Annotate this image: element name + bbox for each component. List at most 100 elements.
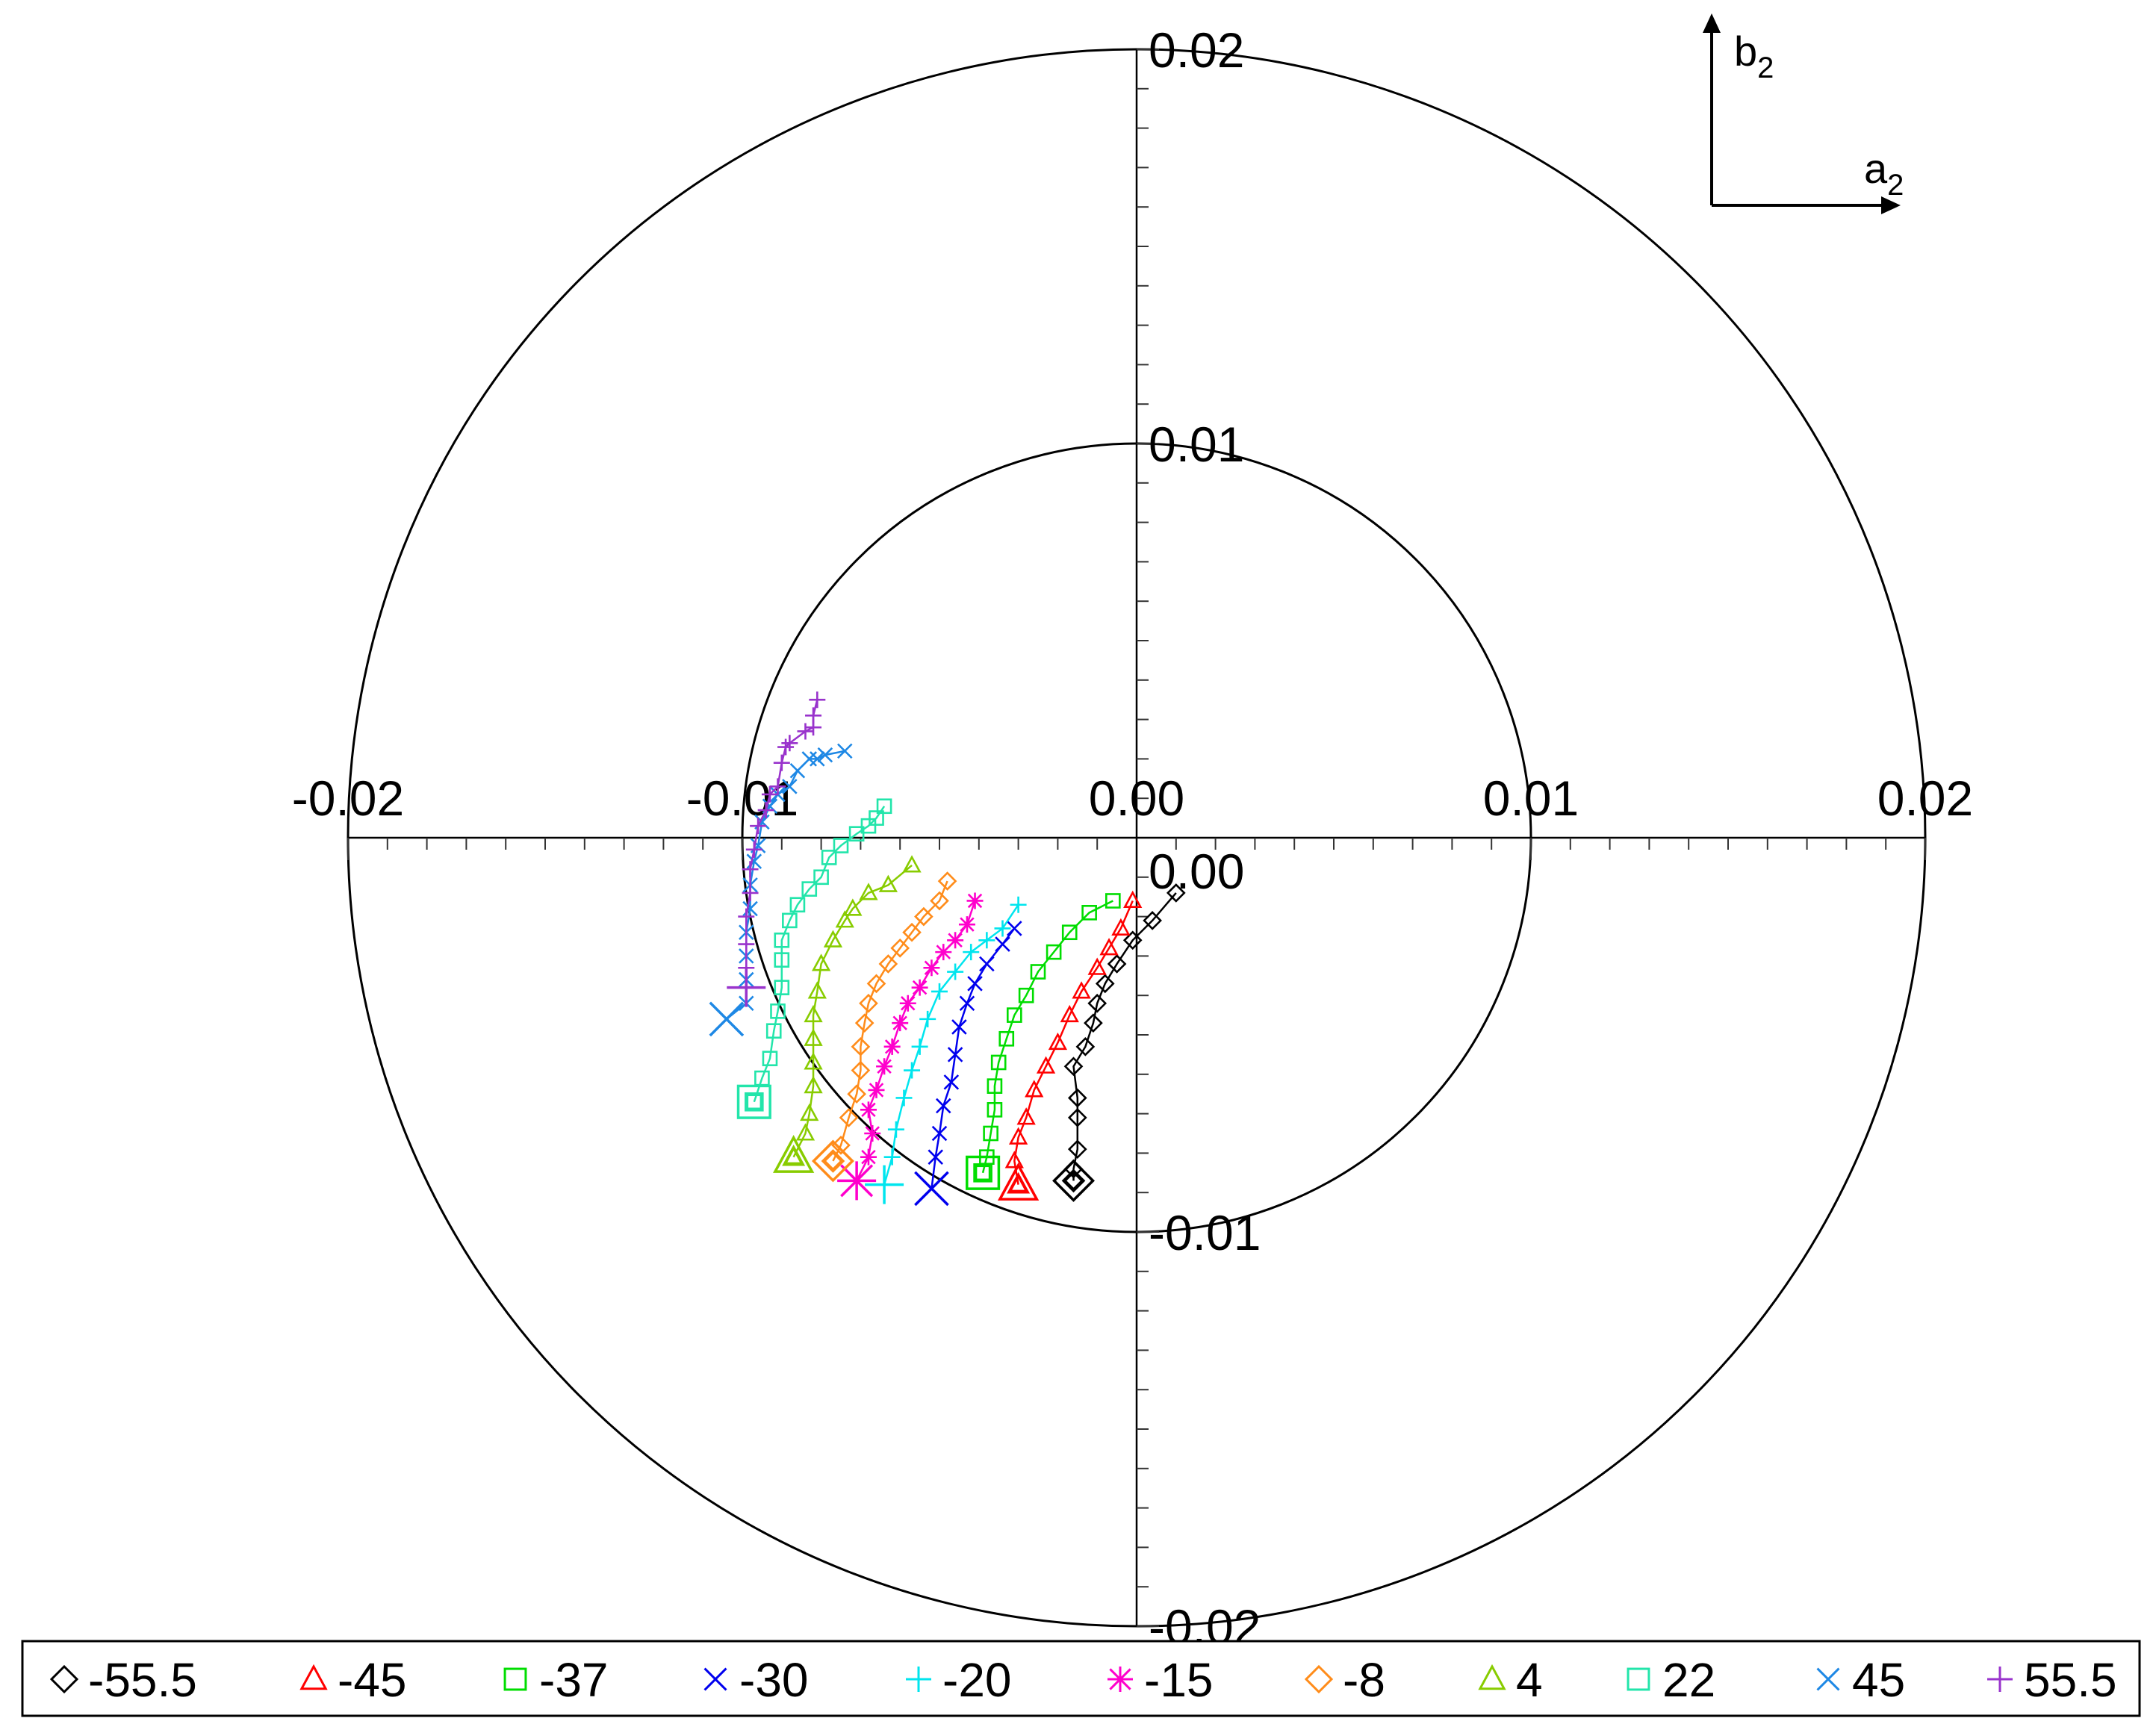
legend-marker xyxy=(1304,1664,1334,1694)
data-point xyxy=(804,1052,823,1070)
data-point xyxy=(1061,924,1078,941)
data-point xyxy=(804,1004,823,1023)
data-point xyxy=(864,1125,881,1142)
data-point xyxy=(851,1037,871,1057)
data-point xyxy=(866,974,886,994)
series-2 xyxy=(966,893,1121,1190)
data-point xyxy=(784,1146,804,1165)
data-point xyxy=(781,735,798,752)
data-point xyxy=(967,976,983,992)
data-point xyxy=(746,1094,762,1110)
data-point xyxy=(919,1010,936,1027)
data-point xyxy=(947,932,964,949)
data-point xyxy=(847,1084,866,1104)
start-point-inner xyxy=(973,1163,992,1183)
legend-label: 4 xyxy=(1516,1653,1543,1707)
legend-label: 45 xyxy=(1852,1653,1905,1707)
data-point xyxy=(1087,957,1107,975)
data-point xyxy=(1143,911,1162,930)
data-point xyxy=(1123,890,1143,909)
data-point xyxy=(833,838,849,853)
data-point xyxy=(1048,1032,1068,1051)
data-point xyxy=(987,1078,1003,1094)
data-point xyxy=(995,936,1010,952)
y-tick-label: -0.01 xyxy=(1149,1205,1261,1260)
data-point xyxy=(782,779,798,794)
data-point xyxy=(899,995,916,1012)
data-point xyxy=(868,1081,885,1098)
data-point xyxy=(1081,905,1097,921)
series-3 xyxy=(914,921,1022,1207)
b2-axis-name: b xyxy=(1734,28,1757,75)
x-tick-label: 0.00 xyxy=(1089,771,1184,826)
data-point xyxy=(742,884,759,901)
data-point xyxy=(998,1030,1015,1047)
data-point xyxy=(914,906,933,927)
data-point xyxy=(876,798,892,815)
data-point xyxy=(800,1103,819,1121)
data-point xyxy=(876,1058,893,1075)
data-point xyxy=(904,1062,921,1079)
legend-marker xyxy=(906,1667,931,1692)
data-point xyxy=(966,892,984,909)
data-point xyxy=(823,1151,843,1171)
data-point xyxy=(1036,1056,1056,1074)
data-point xyxy=(854,1013,874,1033)
data-point xyxy=(837,743,853,759)
start-point xyxy=(727,968,766,1007)
series-5 xyxy=(837,892,984,1201)
start-point xyxy=(1052,1159,1095,1202)
data-point xyxy=(1111,918,1131,936)
data-series xyxy=(709,691,1186,1207)
data-point xyxy=(990,1054,1007,1071)
data-point xyxy=(777,738,795,756)
data-point xyxy=(848,826,865,842)
b2-axis-subscript: 2 xyxy=(1757,52,1774,84)
x-tick-label: 0.02 xyxy=(1877,771,1973,826)
start-point xyxy=(865,1165,904,1204)
a2-axis-name: a xyxy=(1864,145,1888,192)
data-point xyxy=(805,707,822,724)
legend-label: -37 xyxy=(539,1653,609,1707)
series-0 xyxy=(1052,883,1186,1202)
legend-label: -8 xyxy=(1343,1653,1385,1707)
series-line xyxy=(1072,892,1177,1181)
data-point xyxy=(789,897,806,913)
data-point xyxy=(770,1003,786,1019)
data-point xyxy=(878,954,898,974)
data-point xyxy=(774,980,790,995)
data-point xyxy=(930,891,949,911)
data-point xyxy=(823,930,843,947)
data-point xyxy=(1007,1007,1022,1023)
data-point xyxy=(987,1102,1003,1118)
data-point xyxy=(835,910,854,928)
tick-labels: -0.02 -0.01 0.00 0.01 0.020.020.010.00-0.01-… xyxy=(292,22,1973,1655)
data-point xyxy=(761,785,778,803)
series-7 xyxy=(772,855,922,1173)
legend-marker xyxy=(703,1667,727,1691)
data-point xyxy=(1046,944,1062,960)
series-line xyxy=(931,927,1016,1189)
series-8 xyxy=(736,798,892,1119)
data-point xyxy=(1067,1139,1087,1159)
data-point xyxy=(911,979,928,996)
data-point xyxy=(851,1060,871,1080)
data-point xyxy=(807,981,827,999)
data-point xyxy=(951,1019,967,1035)
data-point xyxy=(994,920,1011,937)
data-point xyxy=(931,1125,948,1142)
data-point xyxy=(742,861,759,878)
data-point xyxy=(1122,930,1143,950)
data-point xyxy=(1025,1080,1044,1098)
series-10 xyxy=(727,691,826,1007)
data-point xyxy=(804,1075,823,1094)
data-point xyxy=(810,751,825,767)
data-point xyxy=(774,932,790,948)
data-point xyxy=(1004,1151,1024,1169)
data-point xyxy=(860,818,877,834)
data-point xyxy=(1072,981,1091,999)
legend-marker xyxy=(299,1664,328,1690)
data-point xyxy=(1030,964,1046,980)
data-point xyxy=(859,883,878,900)
